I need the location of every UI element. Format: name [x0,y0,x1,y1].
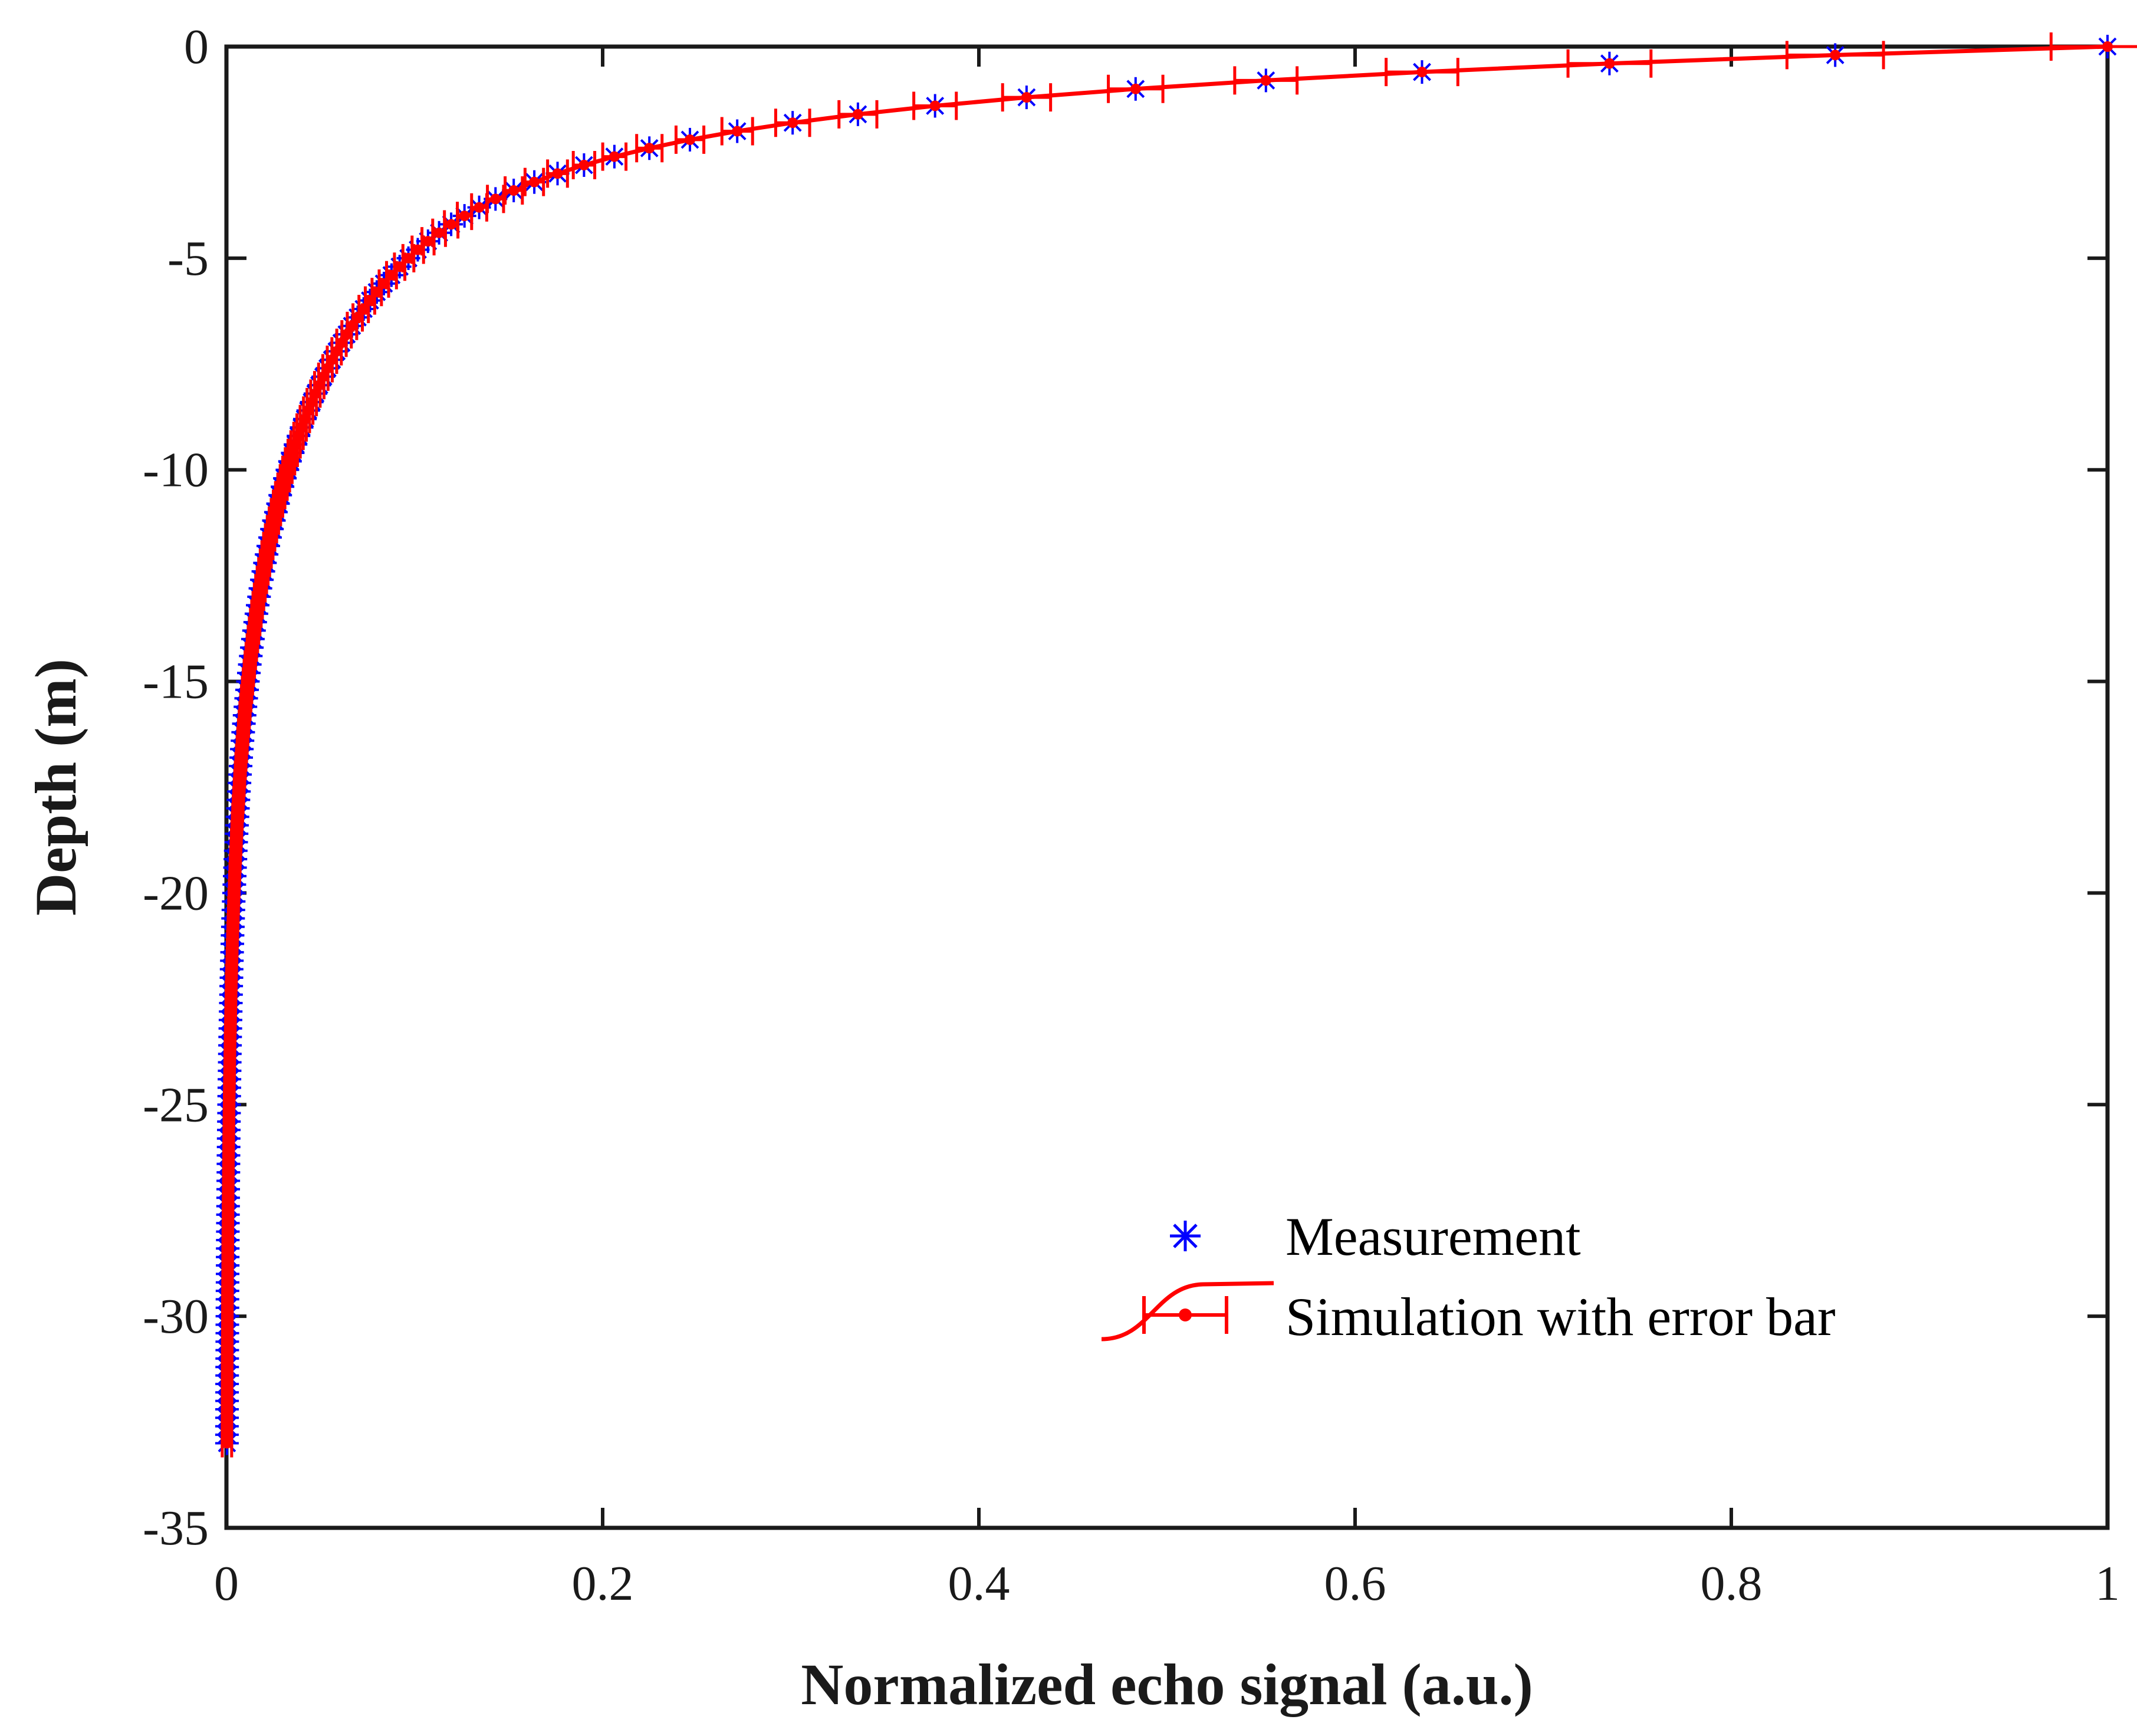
y-tick-label: -15 [143,655,209,709]
y-tick-label: -30 [143,1289,209,1344]
simulation-point [1233,66,1299,95]
legend-simulation-marker [1101,1281,1274,1342]
y-tick-label: 0 [184,19,209,74]
y-tick-label: -35 [143,1501,209,1556]
simulation-point [774,108,811,137]
plot-area [215,32,2137,1530]
y-tick-label: -10 [143,443,209,498]
simulation-point [635,134,664,163]
simulation-point [1566,49,1653,78]
simulation-point [720,117,754,146]
plot-frame [224,44,2110,1530]
legend-measurement-label: Measurement [1286,1206,1581,1267]
legend-measurement-marker [1170,1221,1201,1251]
simulation-point [571,150,597,179]
y-tick-label: -20 [143,866,209,920]
legend-simulation-label: Simulation with error bar [1286,1287,1836,1347]
simulation-points [221,32,2137,1458]
simulation-point [221,1429,234,1458]
x-axis-title: Normalized echo signal (a.u.) [801,1652,1533,1717]
simulation-point [912,91,958,120]
x-tick-label: 0 [214,1556,239,1611]
simulation-point [523,167,545,196]
tick-labels: 0 0.2 0.4 0.6 0.8 1 0 -5 -10 -15 -20 -25 -30 -35 [143,19,2120,1611]
simulation-point [1001,83,1053,112]
y-tick-label: -5 [167,231,209,286]
x-tick-label: 0.4 [948,1556,1010,1611]
simulation-point [504,176,524,205]
simulation-point [1107,74,1165,103]
simulation-point [674,125,706,154]
y-axis-title: Depth (m) [23,659,88,916]
y-tick-label: -25 [143,1077,209,1132]
simulation-point [1785,41,1885,70]
simulation-point [546,159,569,188]
x-tick-label: 1 [2095,1556,2120,1611]
x-tick-label: 0.2 [572,1556,634,1611]
simulation-point [837,100,879,129]
legend: Measurement Simulation with error bar [1101,1206,1836,1347]
simulation-point [601,142,628,171]
simulation-point [2049,32,2137,61]
x-tick-label: 0.6 [1324,1556,1386,1611]
x-tick-label: 0.8 [1701,1556,1763,1611]
simulation-point [1385,58,1459,87]
